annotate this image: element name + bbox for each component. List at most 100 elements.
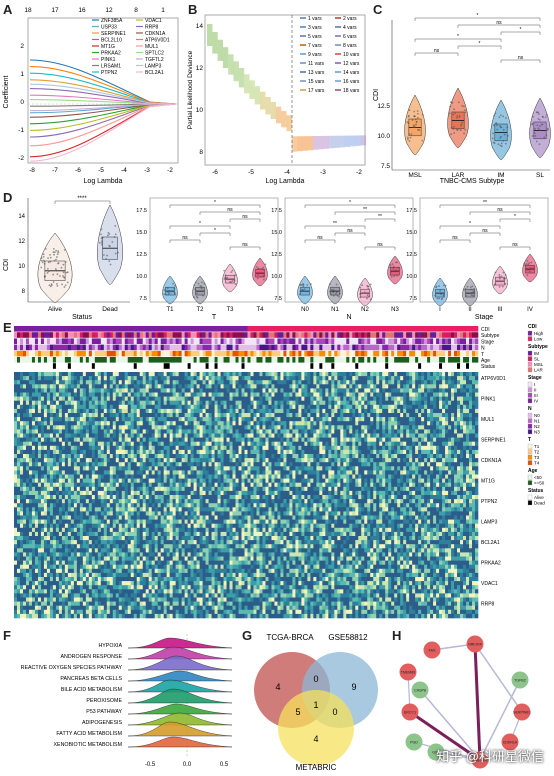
heat-cell [242, 401, 245, 405]
heat-cell [23, 384, 26, 388]
annot-cell [38, 363, 41, 369]
annot-cell [295, 332, 298, 338]
heat-cell [322, 434, 325, 438]
heat-cell [209, 397, 212, 401]
heat-cell [388, 434, 391, 438]
annot-cell [233, 332, 236, 338]
annot-cell [349, 326, 352, 332]
heat-cell [29, 380, 32, 384]
heat-cell [47, 454, 50, 458]
heat-cell [125, 409, 128, 413]
heat-cell [242, 372, 245, 376]
heat-cell [212, 425, 215, 429]
heat-cell [379, 417, 382, 421]
annot-cell [304, 345, 307, 351]
violin-point [505, 143, 507, 145]
heat-cell [268, 393, 271, 397]
heat-cell [472, 446, 475, 450]
heat-cell [439, 450, 442, 454]
violin-point [115, 233, 117, 235]
heat-cell [20, 372, 23, 376]
heat-cell [382, 380, 385, 384]
heat-cell [298, 417, 301, 421]
annot-cell [355, 351, 358, 357]
violin-point [56, 256, 58, 258]
panel-a-xlabel: Log Lambda [84, 178, 123, 185]
annot-cell [409, 357, 412, 363]
heat-cell [182, 401, 185, 405]
heat-cell [89, 388, 92, 392]
heat-cell [197, 429, 200, 433]
heat-cell [286, 397, 289, 401]
heat-cell [98, 417, 101, 421]
heat-cell [92, 397, 95, 401]
heat-cell [451, 446, 454, 450]
heat-cell [313, 429, 316, 433]
heat-cell [179, 380, 182, 384]
annot-cell [403, 332, 406, 338]
heat-cell [239, 397, 242, 401]
annot-cell [442, 363, 445, 369]
heat-cell [343, 405, 346, 409]
heat-cell [274, 429, 277, 433]
heat-cell [56, 401, 59, 405]
heat-cell [119, 454, 122, 458]
heat-cell [385, 372, 388, 376]
annot-cell [286, 357, 289, 363]
heat-cell [412, 380, 415, 384]
annot-cell [203, 345, 206, 351]
heat-cell [26, 438, 29, 442]
heat-cell [439, 446, 442, 450]
heat-cell [92, 438, 95, 442]
heat-cell [364, 438, 367, 442]
heat-cell [44, 425, 47, 429]
annot-cell [283, 332, 286, 338]
heat-cell [77, 372, 80, 376]
annot-cell [155, 332, 158, 338]
heat-cell [101, 438, 104, 442]
annot-cell [349, 357, 352, 363]
heat-cell [179, 409, 182, 413]
annot-cell [53, 357, 56, 363]
heat-cell [170, 393, 173, 397]
heat-cell [50, 376, 53, 380]
violin-point [507, 126, 509, 128]
panel-b-legend-item: 8 vars [343, 43, 357, 49]
heat-cell [352, 421, 355, 425]
annot-cell [262, 332, 265, 338]
heat-cell [475, 429, 478, 433]
heat-cell [191, 450, 194, 454]
heat-cell [466, 450, 469, 454]
heat-cell [35, 397, 38, 401]
heat-cell [256, 434, 259, 438]
annot-cell [277, 357, 280, 363]
heat-cell [74, 405, 77, 409]
heat-cell [164, 421, 167, 425]
annot-cell [337, 363, 340, 369]
heat-cell [340, 425, 343, 429]
heat-cell [274, 438, 277, 442]
heat-cell [119, 413, 122, 417]
heat-cell [301, 438, 304, 442]
annot-cell [307, 332, 310, 338]
violin-point [417, 129, 419, 131]
heat-cell [38, 413, 41, 417]
violin-point [542, 116, 544, 118]
heat-cell [394, 429, 397, 433]
heat-cell [376, 438, 379, 442]
heat-cell [271, 454, 274, 458]
heat-cell [215, 401, 218, 405]
panel-b-band [355, 135, 360, 145]
heat-cell [110, 425, 113, 429]
annot-cell [253, 351, 256, 357]
annot-cell [56, 338, 59, 344]
heat-cell [56, 384, 59, 388]
annot-cell [466, 357, 469, 363]
heat-cell [185, 405, 188, 409]
heat-cell [23, 397, 26, 401]
violin-point [260, 268, 262, 270]
heat-cell [35, 442, 38, 446]
violin-point [64, 249, 66, 251]
heat-cell [14, 446, 17, 450]
heat-cell [194, 434, 197, 438]
